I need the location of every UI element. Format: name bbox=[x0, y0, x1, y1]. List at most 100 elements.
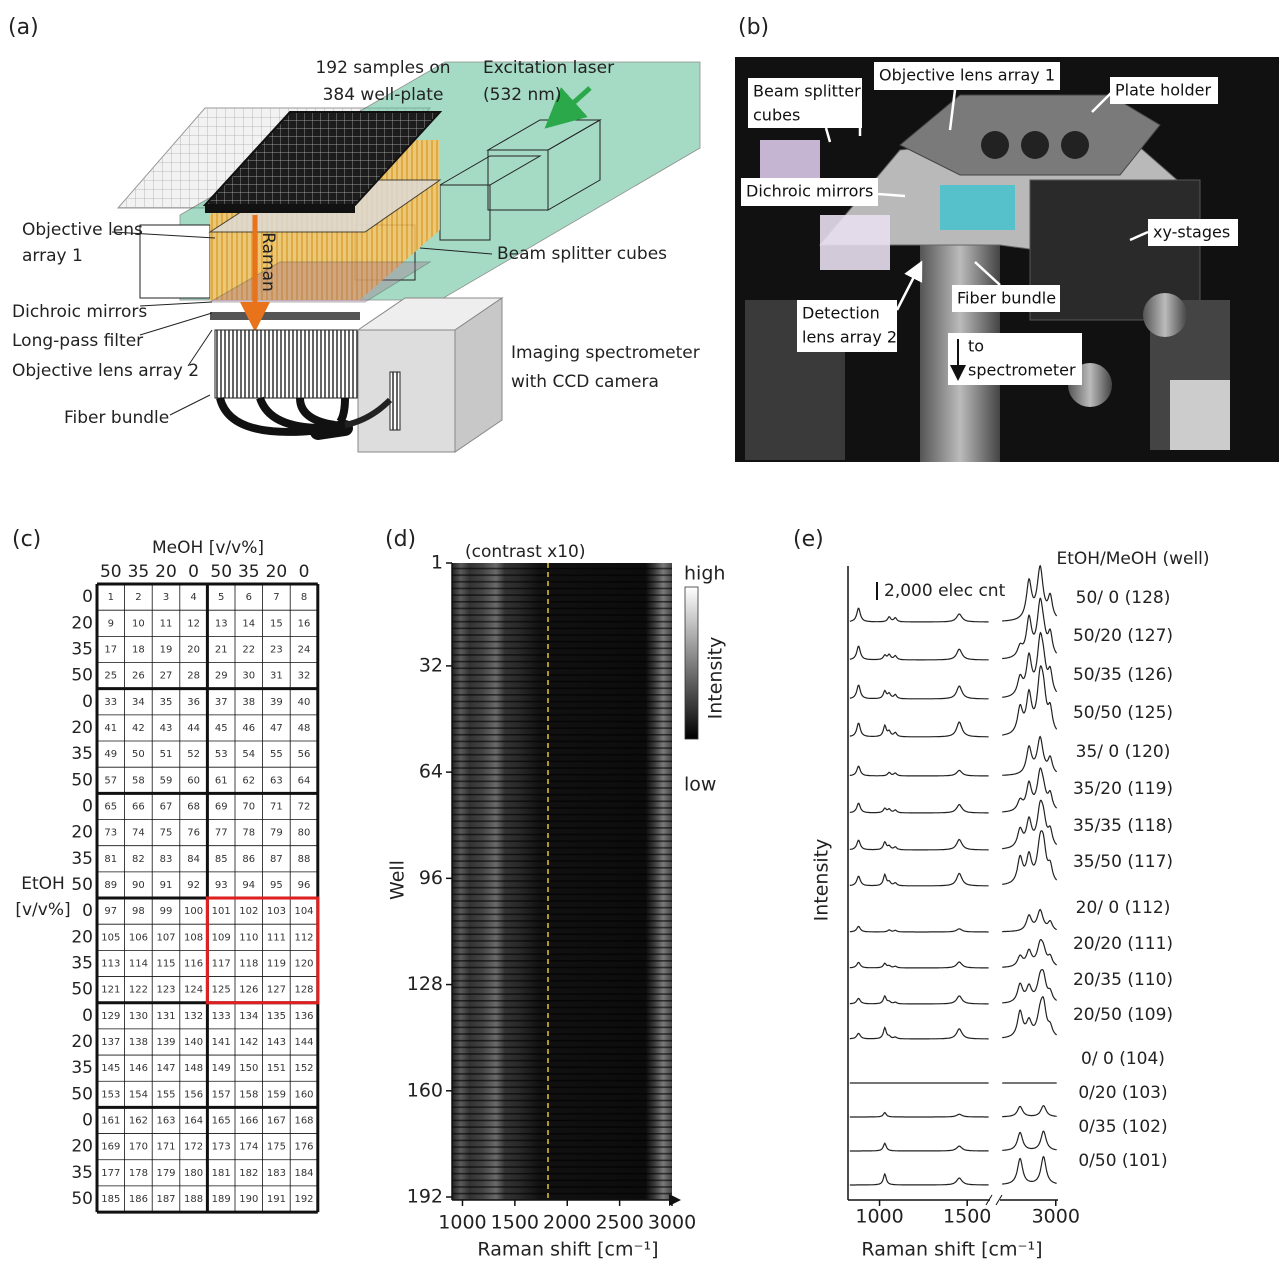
cell-number: 9 bbox=[108, 618, 114, 629]
cell-number: 112 bbox=[294, 932, 313, 943]
x-tick-label: 3000 bbox=[648, 1212, 696, 1234]
spectrum-curve bbox=[849, 961, 989, 969]
cell-number: 103 bbox=[267, 906, 286, 917]
spectrum-curve bbox=[1002, 995, 1058, 1039]
axis-break bbox=[985, 1194, 1003, 1206]
label-box bbox=[1110, 77, 1218, 104]
photo-label: lens array 2 bbox=[802, 328, 897, 347]
cell-number: 113 bbox=[101, 958, 120, 969]
cell-number: 140 bbox=[184, 1037, 203, 1048]
spectrum-curve bbox=[1002, 969, 1058, 1004]
cell-number: 163 bbox=[156, 1115, 175, 1126]
cell-number: 183 bbox=[267, 1168, 286, 1179]
panel-label: (e) bbox=[793, 527, 824, 552]
cell-number: 44 bbox=[187, 723, 200, 734]
cell-number: 181 bbox=[212, 1168, 231, 1179]
cell-number: 186 bbox=[129, 1194, 148, 1205]
cell-number: 97 bbox=[104, 906, 117, 917]
column-label: 0 bbox=[188, 562, 199, 582]
x-tick-label: 1000 bbox=[438, 1212, 486, 1234]
cell-number: 23 bbox=[270, 644, 283, 655]
annotation: Fiber bundle bbox=[64, 408, 169, 428]
spectrum-label: 35/ 0 (120) bbox=[1076, 742, 1171, 762]
x-tick-label: 1000 bbox=[855, 1206, 903, 1228]
cell-number: 120 bbox=[294, 958, 313, 969]
label-box bbox=[741, 178, 878, 206]
colorbar-label: low bbox=[684, 774, 716, 796]
spectrum-curve bbox=[1002, 799, 1058, 850]
cell-number: 70 bbox=[242, 801, 255, 812]
row-label: 20 bbox=[71, 718, 93, 738]
spectrum-label: 35/20 (119) bbox=[1073, 779, 1173, 799]
cell-number: 179 bbox=[156, 1168, 175, 1179]
annotation: array 1 bbox=[22, 246, 83, 266]
label-box bbox=[1148, 219, 1238, 246]
cell-number: 48 bbox=[298, 723, 311, 734]
annotation: 2,000 elec cnt bbox=[884, 581, 1006, 601]
row-label: 20 bbox=[71, 823, 93, 843]
annotation: Objective lens bbox=[22, 220, 143, 240]
row-label: 0 bbox=[82, 1110, 93, 1130]
spectrum-label: 50/35 (126) bbox=[1073, 665, 1173, 685]
cell-number: 192 bbox=[294, 1194, 313, 1205]
cell-number: 49 bbox=[104, 749, 117, 760]
cell-number: 81 bbox=[104, 854, 117, 865]
cell-number: 32 bbox=[298, 671, 311, 682]
spectrum-curve bbox=[849, 838, 989, 851]
cell-number: 47 bbox=[270, 723, 283, 734]
spectrum-curve bbox=[849, 645, 989, 661]
cell-number: 126 bbox=[239, 985, 258, 996]
heatmap bbox=[452, 563, 699, 1200]
cell-number: 82 bbox=[132, 854, 145, 865]
cell-number: 42 bbox=[132, 723, 145, 734]
photo-label: Fiber bundle bbox=[957, 289, 1056, 308]
cell-number: 146 bbox=[129, 1063, 148, 1074]
row-label: 35 bbox=[71, 1058, 93, 1078]
cell-number: 11 bbox=[160, 618, 173, 629]
cell-number: 53 bbox=[215, 749, 228, 760]
spectrum-curve bbox=[1002, 735, 1058, 776]
cell-number: 3 bbox=[163, 592, 169, 603]
y-tick-label: 32 bbox=[419, 654, 443, 676]
annotation: with CCD camera bbox=[511, 372, 659, 392]
cell-number: 128 bbox=[294, 985, 313, 996]
cell-number: 19 bbox=[160, 644, 173, 655]
axis-title: EtOH bbox=[21, 874, 65, 894]
cell-number: 30 bbox=[242, 671, 255, 682]
row-label: 20 bbox=[71, 1137, 93, 1157]
cell-number: 152 bbox=[294, 1063, 313, 1074]
row-label: 50 bbox=[71, 1189, 93, 1209]
cell-number: 180 bbox=[184, 1168, 203, 1179]
y-tick-label: 192 bbox=[407, 1186, 443, 1208]
spectrum-curve bbox=[849, 802, 989, 814]
cell-number: 88 bbox=[298, 854, 311, 865]
cell-number: 59 bbox=[160, 775, 173, 786]
cell-number: 37 bbox=[215, 697, 228, 708]
cell-number: 60 bbox=[187, 775, 200, 786]
row-label: 50 bbox=[71, 875, 93, 895]
annotation: Dichroic mirrors bbox=[12, 302, 147, 322]
column-label: 50 bbox=[210, 562, 232, 582]
cell-number: 142 bbox=[239, 1037, 258, 1048]
cell-number: 139 bbox=[156, 1037, 175, 1048]
cell-number: 84 bbox=[187, 854, 200, 865]
colorbar-label: high bbox=[684, 563, 725, 585]
cell-number: 158 bbox=[239, 1089, 258, 1100]
cell-number: 28 bbox=[187, 671, 200, 682]
spectrum-curve bbox=[1002, 1105, 1057, 1118]
cell-number: 13 bbox=[215, 618, 228, 629]
axis-title: Intensity bbox=[811, 839, 833, 922]
cell-number: 157 bbox=[212, 1089, 231, 1100]
cell-number: 96 bbox=[298, 880, 311, 891]
column-label: 35 bbox=[128, 562, 150, 582]
row-label: 35 bbox=[71, 849, 93, 869]
column-label: 35 bbox=[238, 562, 260, 582]
annotation: 192 samples on bbox=[315, 58, 450, 78]
x-tick-label: 1500 bbox=[943, 1206, 991, 1228]
cell-number: 172 bbox=[184, 1142, 203, 1153]
annotation: Beam splitter cubes bbox=[497, 244, 667, 264]
spectrum-curve bbox=[849, 872, 989, 887]
row-label: 50 bbox=[71, 770, 93, 790]
cell-number: 12 bbox=[187, 618, 200, 629]
cell-number: 27 bbox=[160, 671, 173, 682]
